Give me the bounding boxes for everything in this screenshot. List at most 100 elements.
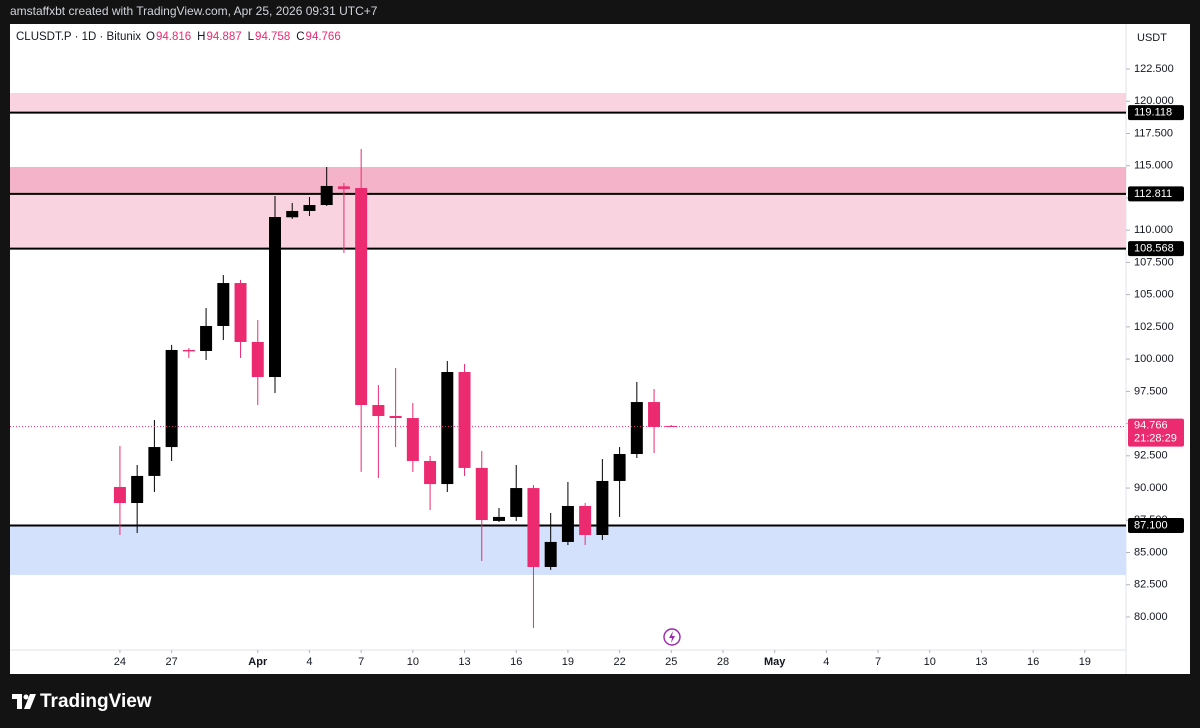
y-tick-label: 107.500 xyxy=(1134,256,1174,268)
candle-body xyxy=(337,186,350,189)
x-tick-label: 4 xyxy=(306,656,312,668)
x-tick-label: Apr xyxy=(248,656,268,668)
candle-body xyxy=(458,372,471,468)
candle-body xyxy=(355,188,368,406)
x-tick-label: 4 xyxy=(823,656,829,668)
y-tick-label: 117.500 xyxy=(1134,127,1173,139)
candle-body xyxy=(613,454,626,481)
x-tick-label: 16 xyxy=(1027,656,1039,668)
candle-body xyxy=(269,217,282,378)
plot xyxy=(10,92,1126,628)
level-label-box xyxy=(1128,186,1184,202)
candle-body xyxy=(217,283,230,326)
ohlc-key: C xyxy=(296,31,304,43)
brand-logo xyxy=(12,694,36,709)
chart-background xyxy=(10,24,1190,674)
candle-body xyxy=(630,402,643,455)
ohlc-key: O xyxy=(146,31,155,43)
x-tick-label: May xyxy=(764,656,786,668)
candle-body xyxy=(527,488,540,567)
candle-body xyxy=(303,205,316,211)
y-tick-label: 120.000 xyxy=(1134,95,1174,107)
candle-body xyxy=(148,447,161,476)
level-label: 87.100 xyxy=(1134,519,1168,531)
candle-body xyxy=(234,283,247,342)
candle-body xyxy=(320,185,333,206)
candle-body xyxy=(165,349,178,448)
level-label-box xyxy=(1128,241,1184,257)
zone xyxy=(10,92,1126,113)
y-tick-label: 122.500 xyxy=(1134,63,1174,75)
y-tick-label: 115.000 xyxy=(1134,160,1173,172)
candle-body xyxy=(251,341,264,378)
brand: TradingView xyxy=(40,691,152,712)
candle-body xyxy=(131,475,144,504)
candle-body xyxy=(389,415,402,419)
candle-body xyxy=(372,405,385,416)
brand-logo-dot xyxy=(23,694,29,700)
candle-body xyxy=(492,516,505,521)
candle-body xyxy=(579,505,592,535)
candle-body xyxy=(544,541,557,567)
candle-body xyxy=(113,487,126,504)
credit: amstaffxbt created with TradingView.com,… xyxy=(10,4,378,18)
x-tick-label: 19 xyxy=(562,656,574,668)
candle-body xyxy=(286,210,299,218)
ohlc-value: 94.766 xyxy=(306,31,341,43)
y-tick-label: 97.500 xyxy=(1134,385,1168,397)
ohlc-key: H xyxy=(197,31,205,43)
y-tick-label: 85.000 xyxy=(1134,546,1168,558)
countdown: 21:28:29 xyxy=(1134,433,1177,445)
zone xyxy=(10,166,1126,194)
candle-body xyxy=(561,505,574,542)
x-tick-label: 10 xyxy=(924,656,936,668)
x-tick-label: 22 xyxy=(613,656,625,668)
x-tick-label: 24 xyxy=(114,656,126,668)
y-tick-label: 90.000 xyxy=(1134,482,1168,494)
y-tick-label: 102.500 xyxy=(1134,321,1174,333)
candle-body xyxy=(475,467,488,521)
price-label: 94.766 xyxy=(1134,420,1168,432)
y-tick-label: 100.000 xyxy=(1134,353,1174,365)
x-tick-label: 16 xyxy=(510,656,522,668)
x-tick-label: 10 xyxy=(407,656,419,668)
level-label: 108.568 xyxy=(1134,243,1174,255)
price-label-box xyxy=(1128,418,1184,447)
x-tick-label: 28 xyxy=(717,656,729,668)
event-icon[interactable] xyxy=(663,628,681,646)
symbol: CLUSDT.P · 1D · Bitunix xyxy=(16,31,141,43)
zone xyxy=(10,193,1126,249)
ohlc-value: 94.816 xyxy=(156,31,191,43)
currency: USDT xyxy=(1137,32,1167,44)
level-label: 112.811 xyxy=(1134,188,1172,200)
candle-body xyxy=(510,488,523,517)
candle-body xyxy=(665,425,678,427)
x-tick-label: 13 xyxy=(975,656,987,668)
y-tick-label: 92.500 xyxy=(1134,450,1168,462)
candle-body xyxy=(648,402,661,427)
ohlc-value: 94.758 xyxy=(255,31,290,43)
y-tick-label: 110.000 xyxy=(1134,224,1173,236)
level-label: 119.118 xyxy=(1134,107,1172,119)
event-icon-bolt xyxy=(669,631,675,643)
candle-body xyxy=(596,480,609,535)
level-label-box xyxy=(1128,105,1184,121)
legend: CLUSDT.P · 1D · Bitunix O 94.816 H 94.887 L 9… xyxy=(16,31,341,43)
ohlc-value: 94.887 xyxy=(206,31,241,43)
y-tick-label: 105.000 xyxy=(1134,289,1174,301)
candle-body xyxy=(200,325,213,351)
candle-body xyxy=(424,460,437,485)
x-tick-label: 25 xyxy=(665,656,677,668)
x-tick-label: 19 xyxy=(1079,656,1091,668)
candle-body xyxy=(406,418,419,461)
y-tick-label: 82.500 xyxy=(1134,579,1168,591)
candle-body xyxy=(182,349,195,352)
x-tick-label: 13 xyxy=(458,656,470,668)
x-tick-label: 7 xyxy=(875,656,881,668)
candle-body xyxy=(441,372,454,485)
ohlc-key: L xyxy=(248,31,255,43)
x-tick-label: 27 xyxy=(165,656,177,668)
x-tick-label: 7 xyxy=(358,656,364,668)
level-label-box xyxy=(1128,517,1184,533)
